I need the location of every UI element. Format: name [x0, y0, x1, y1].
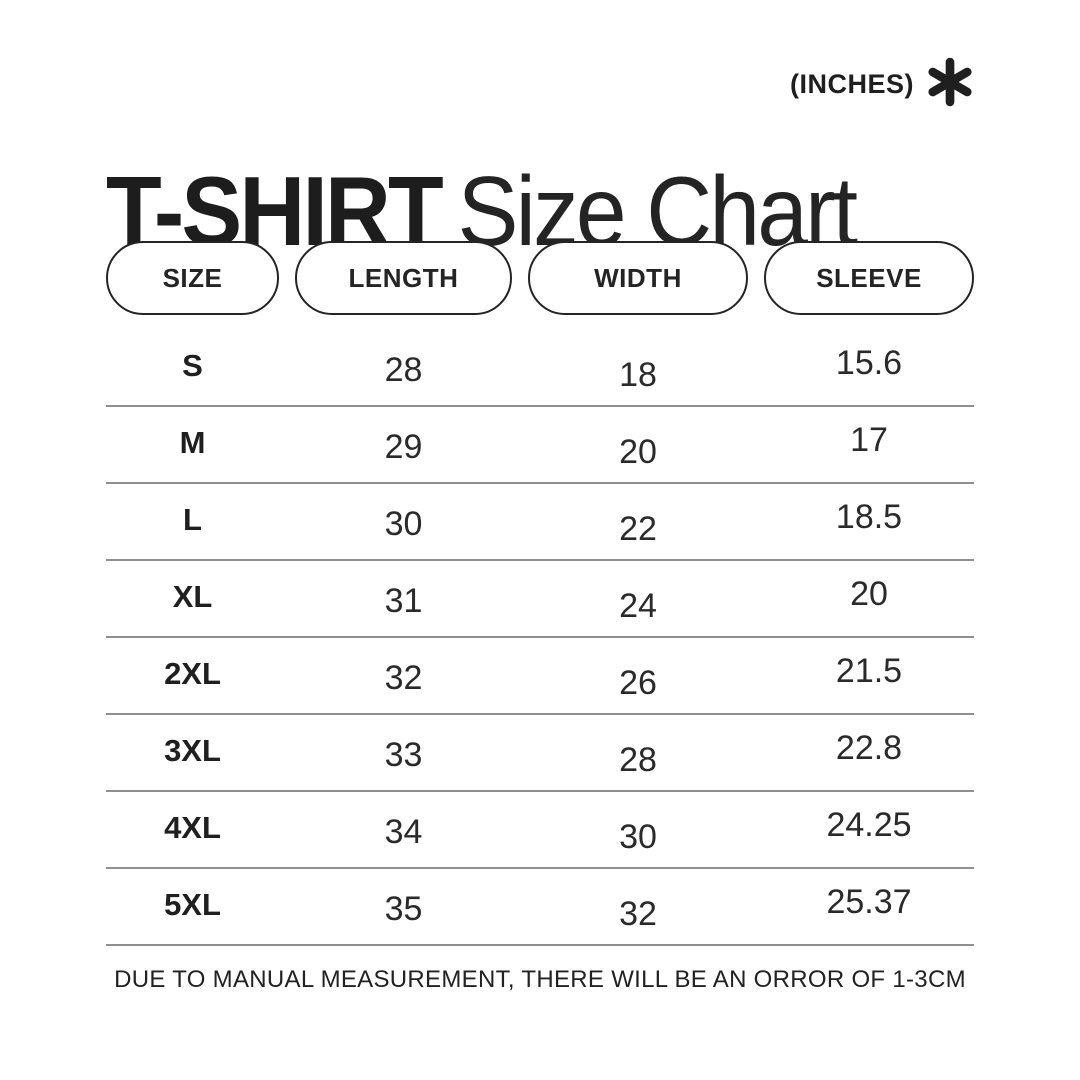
table-row: 3XL 33 28 22.8: [106, 715, 974, 792]
cell-width: 24: [619, 587, 657, 625]
cell-width: 22: [619, 510, 657, 548]
table-row: 4XL 34 30 24.25: [106, 792, 974, 869]
cell-width: 30: [619, 818, 657, 856]
cell-width: 32: [619, 895, 657, 933]
cell-length: 30: [384, 505, 423, 543]
cell-size: 3XL: [164, 732, 221, 768]
cell-length: 32: [384, 659, 423, 697]
cell-sleeve: 22.8: [835, 729, 903, 767]
cell-sleeve: 15.6: [835, 344, 903, 382]
cell-length: 29: [384, 428, 423, 466]
cell-sleeve: 20: [850, 575, 888, 613]
measurement-note: DUE TO MANUAL MEASUREMENT, THERE WILL BE…: [114, 966, 966, 993]
cell-length: 33: [384, 736, 423, 774]
table-row: XL 31 24 20: [106, 561, 974, 638]
cell-sleeve: 24.25: [826, 806, 912, 844]
cell-width: 18: [619, 356, 657, 394]
cell-sleeve: 18.5: [835, 498, 903, 536]
cell-width: 28: [619, 741, 657, 779]
column-header-row: SIZE LENGTH WIDTH SLEEVE: [106, 241, 974, 315]
cell-size: L: [183, 501, 202, 537]
cell-length: 35: [384, 890, 423, 928]
cell-size: S: [182, 347, 203, 383]
column-header-width: WIDTH: [528, 241, 748, 315]
cell-length: 34: [384, 813, 423, 851]
size-table-body: S 28 18 15.6 M 29 20 17 L 30 22 18.5 XL …: [106, 330, 974, 946]
units-indicator: (INCHES): [790, 56, 976, 113]
cell-size: 2XL: [164, 655, 221, 691]
table-row: 5XL 35 32 25.37: [106, 869, 974, 946]
table-row: M 29 20 17: [106, 407, 974, 484]
units-label: (INCHES): [790, 69, 914, 99]
table-row: 2XL 32 26 21.5: [106, 638, 974, 715]
cell-length: 31: [384, 582, 423, 620]
cell-width: 26: [619, 664, 657, 702]
column-header-sleeve: SLEEVE: [764, 241, 974, 315]
column-header-size: SIZE: [106, 241, 279, 315]
cell-sleeve: 21.5: [835, 652, 903, 690]
cell-size: M: [179, 424, 206, 460]
cell-length: 28: [384, 351, 423, 389]
cell-sleeve: 17: [850, 421, 888, 459]
table-row: S 28 18 15.6: [106, 330, 974, 407]
cell-size: 5XL: [164, 886, 221, 922]
table-row: L 30 22 18.5: [106, 484, 974, 561]
cell-size: 4XL: [164, 809, 221, 845]
cell-size: XL: [172, 578, 213, 614]
asterisk-icon: [924, 56, 976, 113]
cell-sleeve: 25.37: [826, 883, 912, 921]
cell-width: 20: [619, 433, 657, 471]
column-header-length: LENGTH: [295, 241, 512, 315]
